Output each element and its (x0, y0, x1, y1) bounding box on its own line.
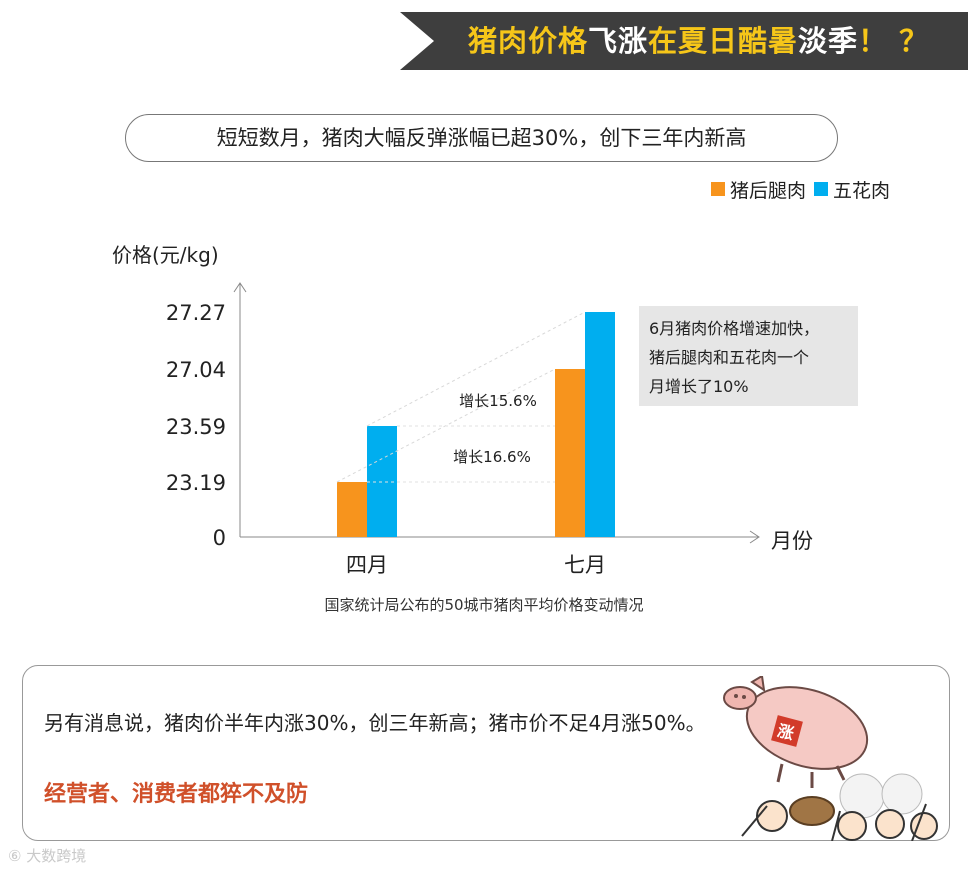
title-part-3: 在夏日酷暑 (648, 24, 799, 58)
title-part-1: 猪肉价格 (468, 24, 589, 58)
y-tick-label: 0 (213, 526, 226, 550)
note-line-3: 月增长了10% (649, 377, 749, 396)
chart-source: 国家统计局公布的50城市猪肉平均价格变动情况 (324, 596, 644, 614)
news-text: 另有消息说，猪肉价半年内涨30%，创三年新高；猪市价不足4月涨50%。 (44, 711, 706, 735)
x-axis-label: 月份 (771, 529, 813, 553)
y-tick-label: 27.27 (166, 301, 226, 325)
x-axis-arrow (749, 530, 760, 544)
bar-hind-leg (555, 369, 585, 537)
y-axis-label: 价格(元/kg) (112, 243, 219, 267)
pig-label: 涨 (775, 721, 795, 743)
title-part-5: ！ ？ (858, 24, 930, 58)
watermark-text: 大数跨境 (26, 847, 87, 865)
flying-pig-illustration: 涨 (723, 676, 938, 841)
y-tick-label: 23.59 (166, 415, 226, 439)
note-line-1: 6月猪肉价格增速加快， (649, 319, 820, 338)
x-tick-label: 七月 (564, 553, 606, 577)
bar-pork-belly (585, 312, 615, 537)
annotation-growth-belly: 增长15.6% (459, 392, 537, 410)
note-line-2: 猪后腿肉和五花肉一个 (649, 348, 810, 367)
legend-label-pork-belly: 五花肉 (833, 179, 891, 202)
watermark: ⑥ 大数跨境 (8, 847, 87, 865)
y-axis-arrow (233, 282, 247, 293)
chart-note: 6月猪肉价格增速加快， 猪后腿肉和五花肉一个 月增长了10% (639, 306, 858, 406)
annotation-growth-hind-leg: 增长16.6% (453, 448, 531, 466)
news-highlight: 经营者、消费者都猝不及防 (44, 782, 309, 807)
title-banner (400, 12, 968, 70)
y-tick-label: 23.19 (166, 471, 226, 495)
legend-label-hind-leg: 猪后腿肉 (730, 179, 807, 202)
crowd-icon (741, 773, 938, 841)
pig-icon: 涨 (723, 676, 869, 788)
chart-legend: 猪后腿肉 五花肉 (711, 176, 898, 202)
legend-item-pork-belly: 五花肉 (814, 176, 890, 203)
page-title: 猪肉价格飞涨在夏日酷暑淡季！ ？ (468, 20, 929, 62)
subtitle: 短短数月，猪肉大幅反弹涨幅已超30%，创下三年内新高 (125, 114, 838, 162)
legend-swatch-pork-belly (814, 182, 829, 196)
title-part-2: 飞涨 (588, 24, 649, 58)
legend-swatch-hind-leg (711, 182, 725, 196)
bar-hind-leg (337, 482, 367, 537)
y-tick-label: 27.04 (166, 358, 226, 382)
legend-item-hind-leg: 猪后腿肉 (711, 176, 806, 203)
x-tick-label: 四月 (346, 553, 388, 577)
guide-line-belly (366, 311, 586, 427)
title-part-4: 淡季 (798, 24, 859, 58)
